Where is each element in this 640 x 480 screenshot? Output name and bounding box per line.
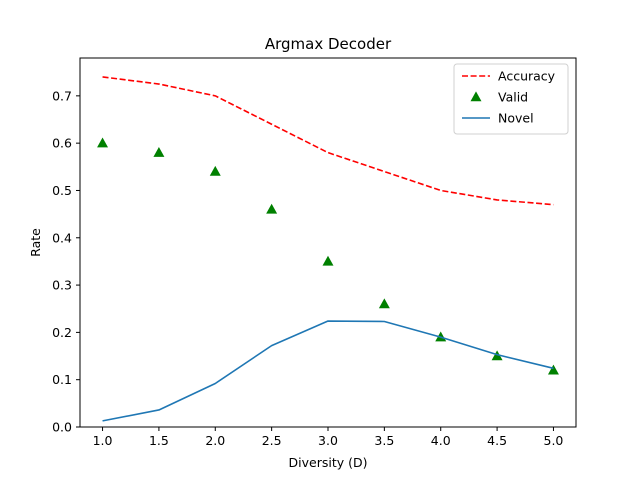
x-tick-label: 3.5 — [374, 433, 394, 448]
legend-novel-label: Novel — [498, 111, 534, 126]
y-tick-label: 0.0 — [52, 420, 72, 435]
novel-line — [102, 320, 554, 422]
valid-marker — [153, 146, 165, 157]
y-tick-label: 0.1 — [52, 372, 72, 387]
x-tick-label: 2.5 — [262, 433, 282, 448]
legend-box — [453, 63, 569, 135]
legend-accuracy-label: Accuracy — [498, 69, 556, 84]
valid-marker — [322, 255, 334, 266]
valid-marker — [266, 203, 278, 214]
legend-valid-label: Valid — [498, 90, 528, 105]
x-tick-label: 3.0 — [318, 433, 338, 448]
plot-area — [97, 76, 559, 422]
x-tick-label: 2.0 — [205, 433, 225, 448]
x-tick-label: 4.5 — [487, 433, 507, 448]
y-tick-label: 0.3 — [52, 278, 72, 293]
x-tick-label: 1.0 — [93, 433, 113, 448]
y-tick-label: 0.6 — [52, 136, 72, 151]
y-tick-label: 0.7 — [52, 88, 72, 103]
x-axis-label: Diversity (D) — [289, 455, 368, 470]
x-tick-label: 5.0 — [544, 433, 564, 448]
x-tick-label: 4.0 — [431, 433, 451, 448]
x-tick-label: 1.5 — [149, 433, 169, 448]
valid-marker — [97, 137, 109, 148]
legend-valid-swatch — [470, 91, 482, 102]
y-tick-label: 0.2 — [52, 325, 72, 340]
y-axis-label: Rate — [28, 228, 43, 257]
legend: Accuracy Valid Novel — [453, 63, 569, 135]
y-tick-label: 0.4 — [52, 230, 72, 245]
valid-marker — [209, 165, 221, 176]
accuracy-line — [102, 76, 554, 206]
valid-marker — [547, 364, 559, 375]
chart-title: Argmax Decoder — [265, 35, 392, 53]
valid-marker — [378, 298, 390, 309]
y-tick-label: 0.5 — [52, 183, 72, 198]
axes-ticks: 1.0 1.5 2.0 2.5 3.0 3.5 4.0 4.5 5.0 0.0 0.1 0.2 0.3 0… — [52, 88, 563, 448]
